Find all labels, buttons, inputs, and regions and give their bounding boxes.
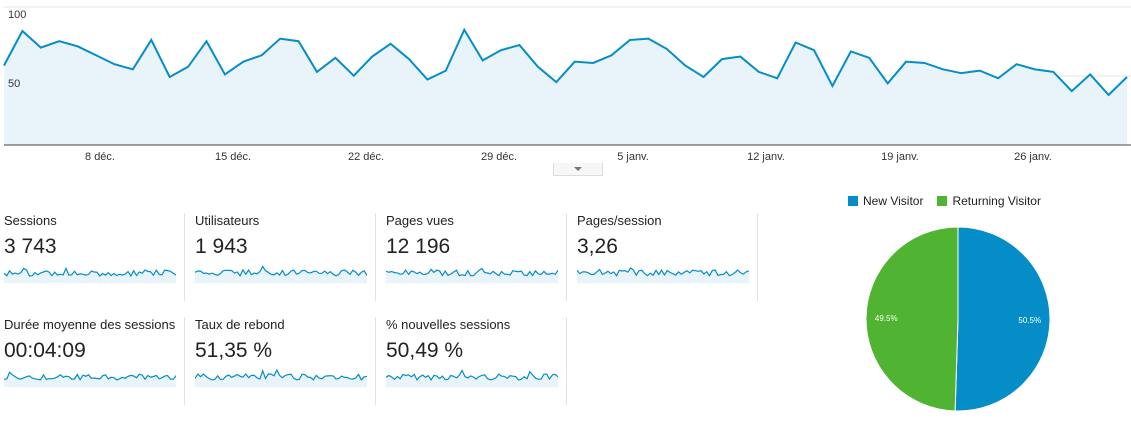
metric-pageviews[interactable]: Pages vues 12 196 — [386, 213, 567, 301]
metric-value: 51,35 % — [195, 339, 273, 362]
legend-swatch — [937, 196, 948, 206]
sparkline-fill — [4, 372, 176, 387]
pie-slice-label: 50.5% — [1018, 316, 1041, 325]
sparkline-line — [4, 266, 176, 278]
metric-value: 00:04:09 — [4, 339, 86, 362]
metric-value: 12 196 — [386, 235, 451, 258]
metric-sessions[interactable]: Sessions 3 743 — [4, 213, 185, 301]
metric-value: 3 743 — [4, 235, 57, 258]
y-tick-50: 50 — [8, 78, 21, 90]
metric-new-sessions[interactable]: % nouvelles sessions 50,49 % — [386, 317, 567, 405]
x-tick-label: 26 janv. — [1014, 151, 1052, 163]
sparkline-fill — [577, 267, 749, 283]
y-tick-100: 100 — [8, 9, 27, 21]
sparkline-fill — [4, 268, 176, 283]
legend-label: New Visitor — [863, 194, 924, 208]
chevron-down-icon — [574, 167, 582, 171]
sparkline-fill — [386, 370, 558, 387]
legend-item-returning-visitor[interactable]: Returning Visitor — [937, 194, 1041, 208]
x-tick-label: 5 janv. — [617, 151, 649, 163]
metric-bounce-rate[interactable]: Taux de rebond 51,35 % — [195, 317, 376, 405]
metric-label: Pages/session — [577, 213, 662, 228]
sessions-series-line — [3, 27, 1128, 97]
sparkline-line — [386, 267, 558, 277]
users-sparkline — [195, 265, 367, 283]
metric-value: 1 943 — [195, 235, 248, 258]
sessions-sparkline — [4, 266, 176, 283]
sparkline-fill — [195, 370, 367, 387]
metric-avg-session-duration[interactable]: Durée moyenne des sessions 00:04:09 — [4, 317, 185, 405]
sparkline-line — [4, 371, 176, 381]
x-tick-label: 22 déc. — [347, 151, 385, 163]
metric-value: 3,26 — [577, 235, 618, 258]
metric-label: Utilisateurs — [195, 213, 260, 228]
metric-label: Sessions — [4, 213, 57, 228]
x-tick-label: 19 janv. — [881, 151, 919, 163]
sparkline-line — [195, 265, 367, 277]
legend-label: Returning Visitor — [952, 194, 1041, 208]
sessions-area-chart — [3, 6, 1131, 146]
sessions-area-fill — [4, 29, 1127, 145]
avg-session-duration-sparkline — [4, 371, 176, 387]
metric-label: Durée moyenne des sessions — [4, 317, 176, 332]
legend-swatch — [848, 196, 858, 206]
metric-label: Taux de rebond — [195, 317, 285, 332]
pie-slice-returning-visitor[interactable] — [866, 227, 959, 412]
sparkline-fill — [195, 266, 367, 283]
metric-pages-per-session[interactable]: Pages/session 3,26 — [577, 213, 758, 301]
x-tick-label: 29 déc. — [480, 151, 518, 163]
x-tick-label: 15 déc. — [214, 151, 252, 163]
sparkline-line — [577, 267, 749, 277]
visitor-type-pie-chart: 50.5% 49.5% — [866, 227, 1051, 412]
legend-item-new-visitor[interactable]: New Visitor — [848, 194, 923, 208]
pie-legend: New Visitor Returning Visitor — [848, 194, 1041, 208]
x-tick-label: 12 janv. — [747, 151, 785, 163]
collapse-chart-button[interactable] — [553, 163, 603, 176]
pageviews-sparkline — [386, 267, 558, 283]
x-tick-label: 8 déc. — [85, 151, 115, 163]
new-sessions-sparkline — [386, 369, 558, 387]
bounce-rate-sparkline — [195, 368, 367, 387]
metric-label: Pages vues — [386, 213, 454, 228]
pie-slice-label: 49.5% — [875, 314, 898, 323]
pie-slice-new-visitor[interactable] — [954, 227, 1051, 412]
metric-users[interactable]: Utilisateurs 1 943 — [195, 213, 376, 301]
sparkline-line — [195, 368, 367, 381]
pages-per-session-sparkline — [577, 267, 749, 283]
metric-label: % nouvelles sessions — [386, 317, 511, 332]
metric-value: 50,49 % — [386, 339, 464, 362]
sparkline-line — [386, 369, 558, 382]
